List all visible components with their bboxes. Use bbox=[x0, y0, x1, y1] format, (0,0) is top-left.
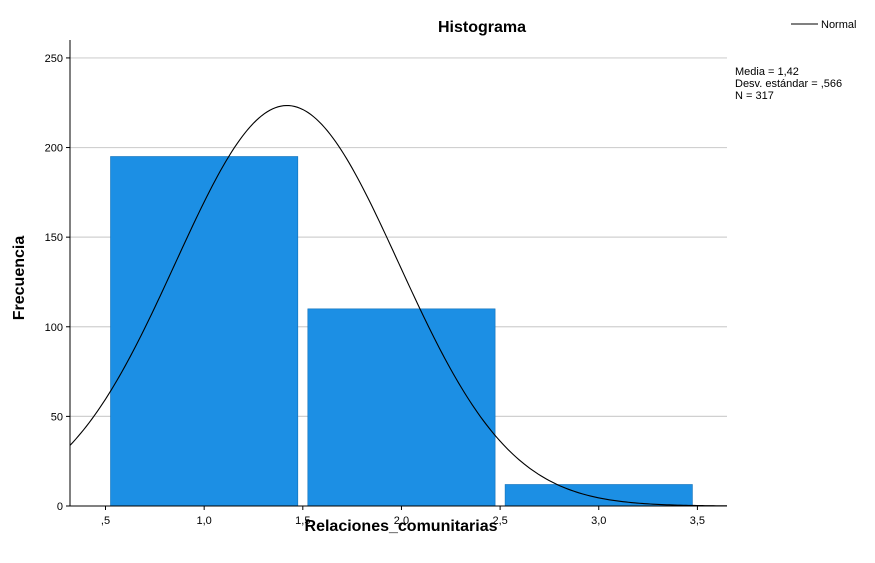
stats-n: N = 317 bbox=[735, 90, 774, 102]
y-tick-label: 100 bbox=[45, 322, 63, 334]
x-tick-label: 1,5 bbox=[295, 515, 310, 527]
histogram-bar bbox=[110, 156, 299, 507]
histogram-bar bbox=[504, 484, 693, 507]
y-tick-label: 150 bbox=[45, 232, 63, 244]
x-tick-label: ,5 bbox=[101, 515, 110, 527]
x-tick-labels: ,5 1,0 1,5 2,0 2,5 3,0 3,5 bbox=[101, 506, 705, 527]
x-axis-label: Relaciones_comunitarias bbox=[305, 518, 498, 535]
chart-title: Histograma bbox=[438, 19, 526, 36]
normal-curve bbox=[69, 104, 728, 507]
histogram-bars bbox=[110, 156, 693, 507]
histogram-bar bbox=[307, 308, 496, 507]
y-tick-label: 250 bbox=[45, 53, 63, 65]
x-tick-label: 3,0 bbox=[591, 515, 606, 527]
legend-label-normal: Normal bbox=[821, 19, 856, 31]
y-tick-label: 0 bbox=[57, 501, 63, 513]
x-tick-label: 2,0 bbox=[394, 515, 409, 527]
x-tick-label: 1,0 bbox=[197, 515, 212, 527]
y-tick-labels: 0 50 100 150 200 250 bbox=[45, 53, 70, 513]
stats-sd: Desv. estándar = ,566 bbox=[735, 78, 842, 90]
x-tick-label: 3,5 bbox=[690, 515, 705, 527]
axes bbox=[69, 40, 727, 507]
stats-box: Media = 1,42 Desv. estándar = ,566 N = 3… bbox=[735, 66, 842, 102]
y-tick-label: 50 bbox=[51, 411, 63, 423]
stats-mean: Media = 1,42 bbox=[735, 66, 799, 78]
x-tick-label: 2,5 bbox=[492, 515, 507, 527]
y-tick-label: 200 bbox=[45, 143, 63, 155]
legend: Normal bbox=[791, 19, 856, 31]
y-axis-label: Frecuencia bbox=[11, 236, 28, 321]
